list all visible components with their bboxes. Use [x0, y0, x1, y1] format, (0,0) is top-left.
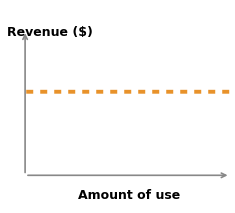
- Text: Revenue ($): Revenue ($): [7, 26, 93, 39]
- Text: Amount of use: Amount of use: [78, 190, 180, 203]
